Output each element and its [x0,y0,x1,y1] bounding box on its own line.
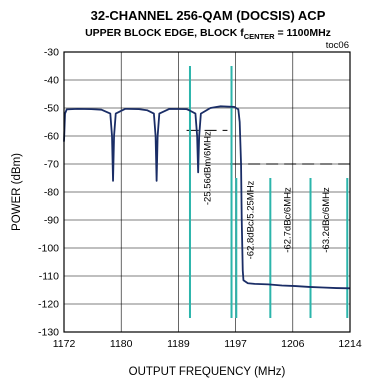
figure-id: toc06 [326,40,349,51]
y-tick-label: -80 [44,187,59,199]
measurement-annotation: -62.7dBc/6MHz [282,187,293,253]
y-tick-label: -130 [38,327,59,339]
y-tick-label: -110 [39,271,59,283]
y-tick-label: -70 [44,159,59,171]
reference-lines [186,129,350,165]
series [63,105,351,290]
y-tick-label: -30 [44,47,59,59]
x-tick-label: 1180 [110,338,133,350]
chart-title: 32-CHANNEL 256-QAM (DOCSIS) ACP [91,8,326,23]
measurement-annotation: -63.2dBc/6MHz [321,187,332,253]
y-tick-label: -100 [38,243,59,255]
y-tick-label: -60 [44,131,59,143]
measurement-annotation: -62.8dBc/5.25MHz [245,180,256,259]
subtitle-main: UPPER BLOCK EDGE, BLOCK f [85,27,244,39]
annotations: -25.56dBm/6MHz -62.8dBc/5.25MHz -62.7dBc/6… [203,131,332,259]
x-tick-label: 1172 [53,338,76,350]
plot-frame [63,51,351,333]
x-axis-label: OUTPUT FREQUENCY (MHz) [129,366,286,378]
chart-subtitle: UPPER BLOCK EDGE, BLOCK fCENTER = 1100MH… [85,27,331,41]
x-tick-label: 1206 [281,338,305,350]
y-tick-labels: -30 -40 -50 -60 -70 -80 -90 -100 -110 -120 -130 [38,47,59,339]
x-tick-label: 1197 [224,338,247,350]
channel-markers [188,66,349,318]
power-spectrum-line [63,105,351,290]
subtitle-tail: = 1100MHz [275,27,331,39]
x-tick-label: 1214 [338,338,362,350]
y-tick-label: -40 [44,75,59,87]
x-tick-labels: 1172 1180 1189 1197 1206 1214 [53,338,362,350]
subtitle-subscript: CENTER [244,32,275,41]
y-tick-label: -120 [38,299,59,311]
y-tick-label: -90 [44,215,59,227]
x-tick-label: 1189 [167,338,190,350]
y-axis-label: POWER (dBm) [11,153,23,231]
measurement-annotation: -25.56dBm/6MHz [203,131,214,205]
y-tick-label: -50 [44,103,59,115]
